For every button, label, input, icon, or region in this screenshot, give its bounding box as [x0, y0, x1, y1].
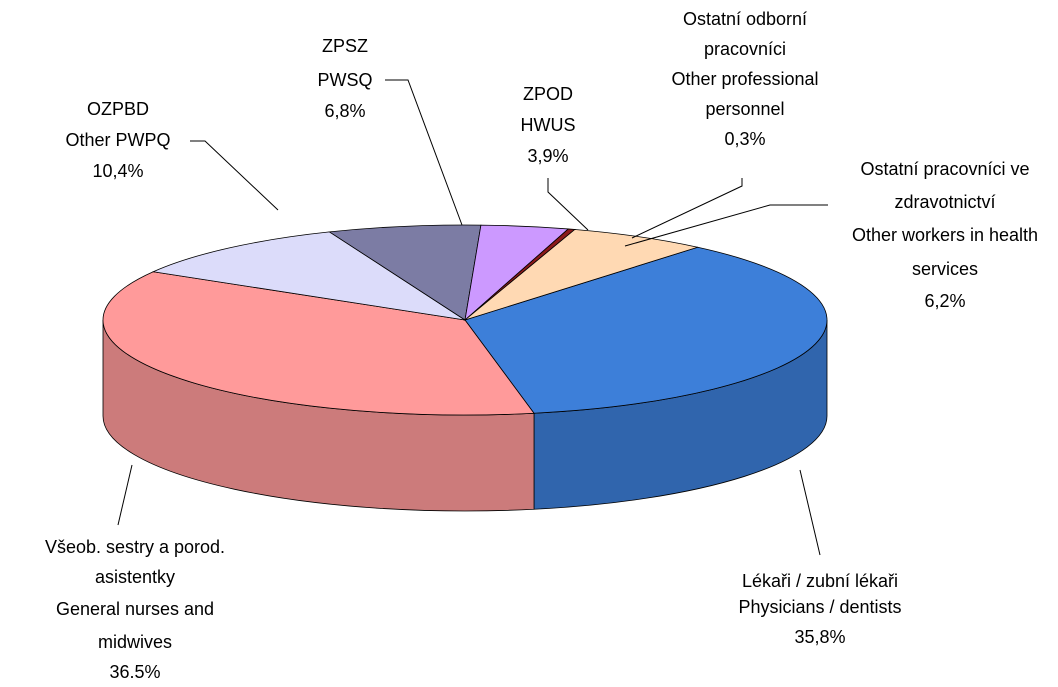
- value-label: 0,3%: [724, 129, 765, 149]
- slice-label: PWSQ: [317, 70, 372, 90]
- slice-label: Ostatní odborní: [683, 9, 807, 29]
- slice: [151, 231, 466, 321]
- slice: [464, 229, 700, 321]
- value-label: 36.5%: [109, 662, 160, 682]
- leader-line: [385, 79, 463, 226]
- leader-line: [547, 178, 589, 231]
- slice-label: HWUS: [521, 115, 576, 135]
- slice-label: midwives: [98, 632, 172, 652]
- slice: [102, 271, 535, 416]
- slice-label: ZPSZ: [322, 36, 368, 56]
- slice-label: personnel: [705, 99, 784, 119]
- slice-label: Physicians / dentists: [738, 597, 901, 617]
- value-label: 35,8%: [794, 627, 845, 647]
- slice-label: Other professional: [671, 69, 818, 89]
- slice-label: Other workers in health: [852, 225, 1038, 245]
- slice-label: OZPBD: [87, 99, 149, 119]
- slice-label: asistentky: [95, 567, 175, 587]
- slice-label: General nurses and: [56, 599, 214, 619]
- slice-label: Lékaři / zubní lékaři: [742, 571, 898, 591]
- leader-line: [799, 469, 821, 556]
- leader-line: [624, 204, 828, 247]
- leader-line: [190, 140, 279, 211]
- value-label: 6,8%: [324, 101, 365, 121]
- value-label: 10,4%: [92, 161, 143, 181]
- leader-line: [631, 178, 743, 239]
- slice-label: Všeob. sestry a porod.: [45, 537, 225, 557]
- slice-label: Other PWPQ: [65, 130, 170, 150]
- slice-label: services: [912, 259, 978, 279]
- slice: [464, 246, 828, 414]
- slice-label: Ostatní pracovníci ve: [860, 159, 1029, 179]
- slice-side-shade: [534, 320, 827, 510]
- slice-label: zdravotnictví: [894, 192, 995, 212]
- leader-line: [117, 464, 133, 526]
- slice-label: ZPOD: [523, 84, 573, 104]
- slice-label: pracovníci: [704, 39, 786, 59]
- value-label: 3,9%: [527, 146, 568, 166]
- slice-side-shade: [103, 320, 535, 511]
- slice: [328, 224, 482, 321]
- value-label: 6,2%: [924, 291, 965, 311]
